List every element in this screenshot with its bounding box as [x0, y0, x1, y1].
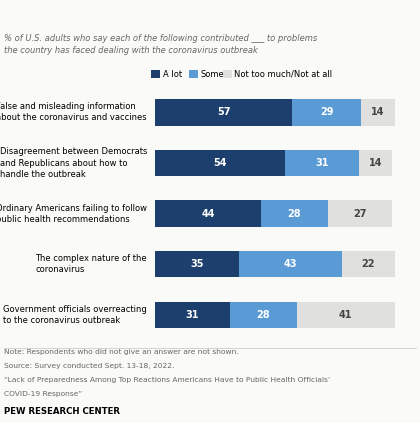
Bar [230, 302, 297, 328]
Bar [297, 302, 395, 328]
Text: Not too much/Not at all: Not too much/Not at all [234, 69, 333, 79]
Text: % of U.S. adults who say each of the following contributed ___ to problems
the c: % of U.S. adults who say each of the fol… [4, 34, 318, 55]
Bar [361, 99, 395, 126]
Text: COVID-19 Response”: COVID-19 Response” [4, 391, 82, 397]
Text: Source: Survey conducted Sept. 13-18, 2022.: Source: Survey conducted Sept. 13-18, 20… [4, 363, 175, 369]
Text: “Lack of Preparedness Among Top Reactions Americans Have to Public Health Offici: “Lack of Preparedness Among Top Reaction… [4, 377, 331, 383]
Text: 57: 57 [217, 107, 231, 118]
Bar [155, 150, 285, 176]
Bar [155, 302, 230, 328]
Text: Note: Respondents who did not give an answer are not shown.: Note: Respondents who did not give an an… [4, 349, 239, 355]
Bar [155, 99, 292, 126]
Bar [285, 150, 359, 176]
Text: Government officials overreacting
to the coronavirus outbreak: Government officials overreacting to the… [3, 305, 147, 325]
Text: Disagreement between Democrats
and Republicans about how to
handle the outbreak: Disagreement between Democrats and Repub… [0, 148, 147, 179]
Text: False and misleading information
about the coronavirus and vaccines: False and misleading information about t… [0, 102, 147, 123]
Text: 54: 54 [213, 158, 227, 168]
Text: 14: 14 [369, 158, 382, 168]
Text: 31: 31 [186, 310, 199, 320]
Bar [261, 201, 328, 227]
Text: 27: 27 [353, 209, 367, 219]
Bar [328, 201, 392, 227]
Bar [155, 201, 261, 227]
Text: 31: 31 [315, 158, 328, 168]
Text: 35: 35 [191, 259, 204, 269]
Text: The complex nature of the
coronavirus: The complex nature of the coronavirus [35, 254, 147, 274]
Text: Ordinary Americans failing to follow
public health recommendations: Ordinary Americans failing to follow pub… [0, 203, 147, 224]
Text: 41: 41 [339, 310, 352, 320]
Text: 28: 28 [256, 310, 270, 320]
Bar [239, 251, 342, 277]
Text: 14: 14 [371, 107, 385, 118]
Text: PEW RESEARCH CENTER: PEW RESEARCH CENTER [4, 407, 120, 416]
Text: 43: 43 [284, 259, 297, 269]
Text: 44: 44 [201, 209, 215, 219]
Bar [155, 251, 239, 277]
Bar [359, 150, 392, 176]
Bar [342, 251, 395, 277]
Text: 28: 28 [287, 209, 301, 219]
Text: 22: 22 [362, 259, 375, 269]
Text: 29: 29 [320, 107, 333, 118]
Bar [292, 99, 361, 126]
Text: A lot: A lot [163, 69, 182, 79]
Text: Some: Some [200, 69, 224, 79]
